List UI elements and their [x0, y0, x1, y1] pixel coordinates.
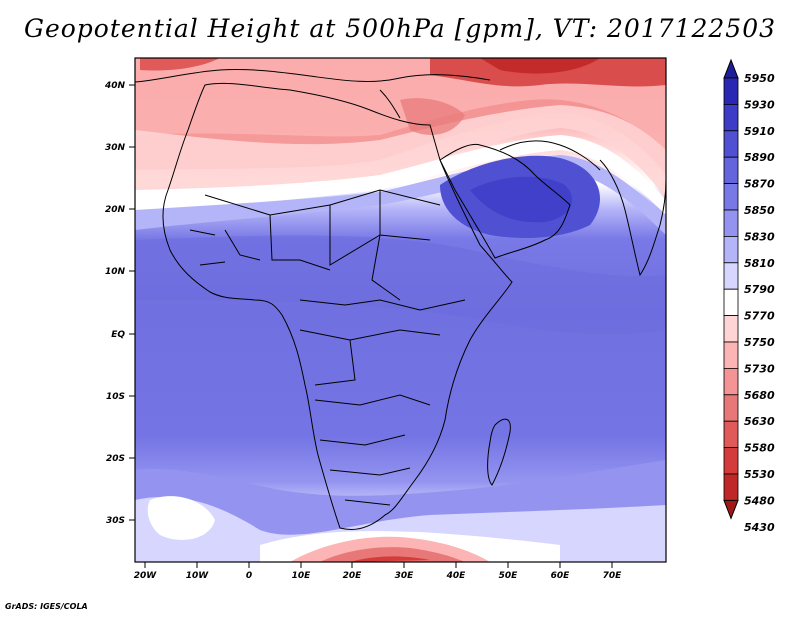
colorbar-label: 5430 [744, 521, 775, 534]
lon-label-60e: 60E [551, 571, 571, 581]
colorbar-label: 5680 [744, 389, 775, 402]
lat-label-40n: 40N [104, 81, 126, 91]
colorbar-swatch [723, 209, 739, 237]
lon-label-30e: 30E [395, 571, 415, 581]
colorbar-label: 5950 [744, 72, 775, 85]
lon-label-20w: 20W [134, 571, 158, 581]
colorbar-label: 5750 [744, 336, 775, 349]
colorbar-label: 5910 [744, 125, 775, 138]
chart-title: Geopotential Height at 500hPa [gpm], VT:… [23, 14, 777, 43]
colorbar-swatch [723, 394, 739, 422]
lat-label-30s: 30S [106, 516, 125, 526]
lon-label-10e: 10E [292, 571, 312, 581]
lon-label-50e: 50E [499, 571, 519, 581]
lon-label-0: 0 [246, 571, 252, 581]
lon-label-10w: 10W [186, 571, 210, 581]
lat-label-10n: 10N [105, 267, 126, 277]
grads-credit: GrADS: IGES/COLA [5, 602, 88, 611]
colorbar-swatch [723, 341, 739, 369]
colorbar-swatch [723, 156, 739, 184]
lon-label-40e: 40E [446, 571, 467, 581]
colorbar-label: 5810 [744, 257, 775, 270]
colorbar-swatch [723, 235, 739, 264]
colorbar-swatch [723, 288, 739, 317]
lat-label-eq: EQ [111, 330, 125, 340]
colorbar-swatch [723, 130, 739, 158]
colorbar-arrow-top [723, 58, 739, 79]
colorbar-swatch [723, 104, 739, 132]
colorbar-swatch [723, 473, 739, 501]
colorbar-arrow-bottom [723, 499, 739, 520]
colorbar-label: 5930 [744, 98, 775, 111]
height-field [135, 58, 666, 562]
colorbar-label: 5480 [744, 494, 775, 507]
colorbar-label: 5630 [744, 415, 775, 428]
colorbar-label: 5870 [744, 178, 775, 191]
lat-label-20n: 20N [105, 205, 126, 215]
colorbar-label: 5580 [744, 442, 775, 455]
colorbar-swatch [723, 77, 739, 105]
colorbar-label: 5770 [744, 310, 775, 323]
colorbar-swatch [723, 262, 739, 290]
lat-label-20s: 20S [106, 454, 125, 464]
lat-label-10s: 10S [106, 392, 125, 402]
colorbar-label: 5730 [744, 362, 775, 375]
colorbar-label: 5830 [744, 230, 775, 243]
colorbar-swatch [723, 367, 739, 396]
lon-axis: 20W 10W 0 10E 20E 30E 40E 50E 60E 70E [134, 562, 622, 581]
colorbar-swatch [723, 447, 739, 475]
colorbar-swatch [723, 315, 739, 343]
colorbar-label: 5850 [744, 204, 775, 217]
colorbar: 5950 5930 5910 5890 5870 5850 5830 5810 5790 5770… [723, 58, 775, 534]
lon-label-70e: 70E [603, 571, 623, 581]
map-frame [134, 57, 667, 563]
colorbar-label: 5530 [744, 468, 775, 481]
lat-label-30n: 30N [105, 143, 126, 153]
lon-label-20e: 20E [343, 571, 363, 581]
colorbar-swatch [723, 183, 739, 211]
lat-axis: 40N 30N 20N 10N EQ 10S 20S 30S [104, 81, 135, 526]
colorbar-label: 5890 [744, 151, 775, 164]
colorbar-swatch [723, 420, 739, 449]
coastlines [135, 68, 666, 530]
colorbar-label: 5790 [744, 283, 775, 296]
